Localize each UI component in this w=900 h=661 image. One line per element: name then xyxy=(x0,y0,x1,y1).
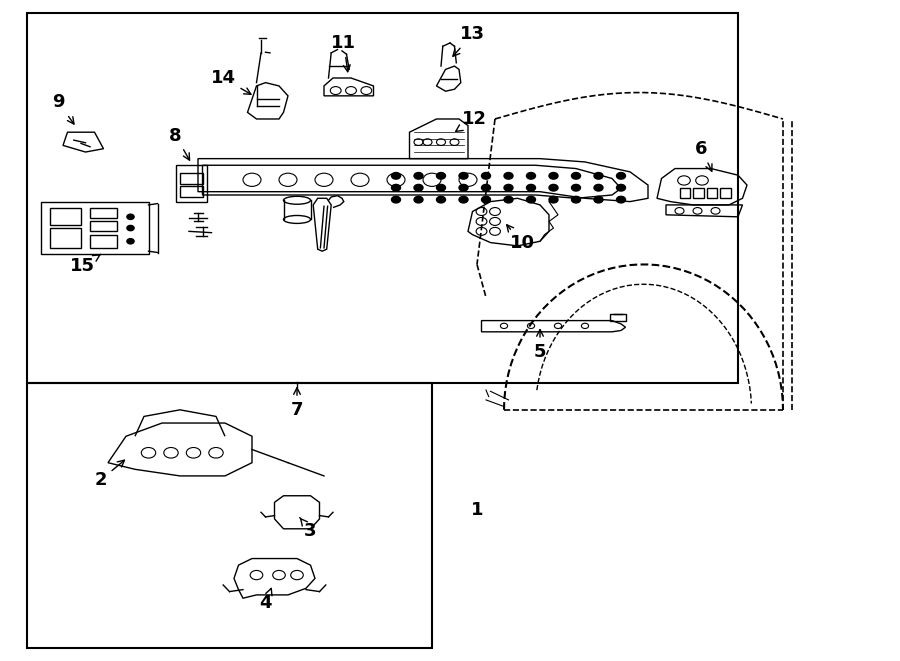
Text: 6: 6 xyxy=(695,139,712,171)
Circle shape xyxy=(594,196,603,203)
Circle shape xyxy=(594,184,603,191)
Circle shape xyxy=(526,184,536,191)
Circle shape xyxy=(392,184,400,191)
Circle shape xyxy=(414,173,423,179)
Text: 7: 7 xyxy=(291,388,303,419)
Circle shape xyxy=(414,196,423,203)
Text: 10: 10 xyxy=(507,225,535,253)
Bar xyxy=(27,383,432,648)
Text: 3: 3 xyxy=(300,518,317,540)
Bar xyxy=(27,13,738,383)
Text: 12: 12 xyxy=(455,110,487,132)
Text: 9: 9 xyxy=(52,93,74,124)
Circle shape xyxy=(616,173,625,179)
Circle shape xyxy=(392,196,400,203)
Text: 13: 13 xyxy=(453,25,485,56)
Text: 2: 2 xyxy=(94,460,124,489)
Circle shape xyxy=(459,196,468,203)
Circle shape xyxy=(504,184,513,191)
Circle shape xyxy=(504,173,513,179)
Circle shape xyxy=(127,239,134,244)
Text: 1: 1 xyxy=(471,501,483,520)
Circle shape xyxy=(549,196,558,203)
Circle shape xyxy=(392,173,400,179)
Circle shape xyxy=(436,173,446,179)
Circle shape xyxy=(482,184,490,191)
Text: 5: 5 xyxy=(534,330,546,361)
Circle shape xyxy=(526,196,536,203)
Circle shape xyxy=(436,184,446,191)
Circle shape xyxy=(459,173,468,179)
Circle shape xyxy=(594,173,603,179)
Circle shape xyxy=(572,196,580,203)
Circle shape xyxy=(459,184,468,191)
Text: 15: 15 xyxy=(70,254,101,275)
Circle shape xyxy=(526,173,536,179)
Text: 4: 4 xyxy=(259,588,272,613)
Circle shape xyxy=(127,225,134,231)
Circle shape xyxy=(572,173,580,179)
Text: 11: 11 xyxy=(331,34,356,72)
Circle shape xyxy=(482,173,490,179)
Circle shape xyxy=(436,196,446,203)
Circle shape xyxy=(482,196,490,203)
Circle shape xyxy=(549,184,558,191)
Circle shape xyxy=(414,184,423,191)
Circle shape xyxy=(127,214,134,219)
Text: 8: 8 xyxy=(169,126,190,160)
Circle shape xyxy=(572,184,580,191)
Circle shape xyxy=(549,173,558,179)
Circle shape xyxy=(616,184,625,191)
Circle shape xyxy=(504,196,513,203)
Text: 14: 14 xyxy=(211,69,251,95)
Circle shape xyxy=(616,196,625,203)
